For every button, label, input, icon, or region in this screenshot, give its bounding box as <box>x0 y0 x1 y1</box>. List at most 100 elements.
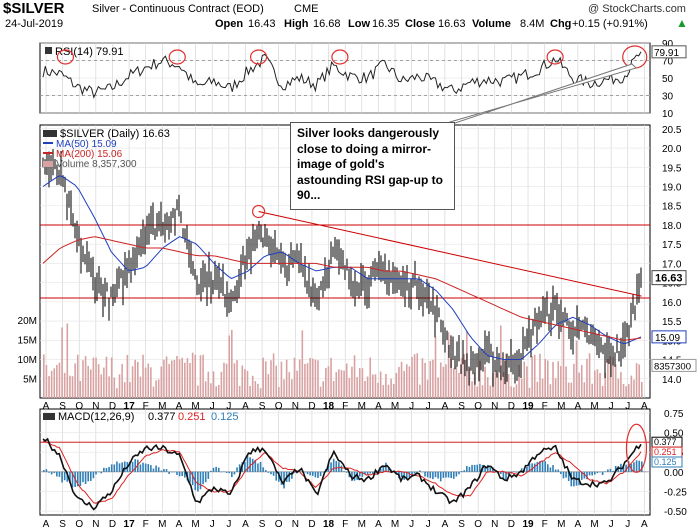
volume-bar <box>249 385 251 398</box>
macd-histogram-bar <box>66 471 69 482</box>
macd-histogram-bar <box>50 471 53 475</box>
macd-histogram-bar <box>207 471 210 479</box>
macd-histogram-bar <box>304 471 306 473</box>
volume-bar <box>275 365 278 398</box>
macd-histogram-bar <box>460 470 463 472</box>
macd-histogram-bar <box>505 471 507 481</box>
volume-bar <box>202 354 204 398</box>
macd-histogram-bar <box>400 471 403 478</box>
price-x-tick-label: M <box>590 401 598 412</box>
volume-bar <box>147 363 150 398</box>
macd-histogram-bar <box>361 471 364 477</box>
macd-histogram-bar <box>69 471 71 483</box>
price-x-tick-label: D <box>308 401 315 412</box>
macd-histogram-bar <box>53 471 56 474</box>
volume-bar <box>385 374 387 398</box>
macd-x-tick-label: A <box>242 519 249 530</box>
volume-bar <box>186 358 189 398</box>
macd-y-tick-label: 0.75 <box>664 409 684 420</box>
macd-x-tick-label: M <box>358 519 366 530</box>
volume-y-tick-label: 15M <box>18 336 37 347</box>
macd-histogram-bar <box>202 471 204 485</box>
macd-histogram-bar <box>635 460 638 472</box>
open-label: Open <box>215 18 244 30</box>
macd-x-tick-label: M <box>590 519 598 530</box>
signal-value-legend: 0.251 <box>178 411 206 423</box>
volume-bar <box>526 366 528 398</box>
volume-value: 8.4M <box>520 18 545 30</box>
volume-bar <box>194 354 197 398</box>
macd-histogram-bar <box>445 471 447 478</box>
macd-histogram-bar <box>541 461 544 472</box>
volume-bar <box>536 381 539 398</box>
macd-histogram-bar <box>520 468 523 472</box>
macd-histogram-bar <box>617 466 620 472</box>
volume-bar <box>593 370 596 398</box>
volume-bar <box>518 364 520 398</box>
volume-bar <box>43 354 45 398</box>
volume-bar <box>129 382 131 398</box>
volume-bar <box>142 354 144 398</box>
volume-bar <box>199 355 202 398</box>
price-value-box <box>651 270 687 286</box>
price-value-label: 16.63 <box>655 273 683 285</box>
macd-histogram-bar <box>121 462 123 472</box>
volume-bar <box>439 362 442 398</box>
macd-histogram-bar <box>254 459 257 472</box>
volume-bar <box>460 357 463 398</box>
volume-bar <box>137 361 139 398</box>
volume-bar <box>567 382 570 398</box>
volume-bar <box>110 357 113 398</box>
volume-bar <box>155 380 157 398</box>
macd-histogram-bar <box>546 464 549 472</box>
volume-bar <box>173 360 176 398</box>
volume-bar <box>131 366 134 398</box>
volume-bar <box>285 359 288 398</box>
volume-bar <box>92 357 95 398</box>
macd-histogram-bar <box>319 471 322 477</box>
macd-histogram-bar <box>71 471 74 488</box>
macd-y-tick-label: -0.50 <box>664 507 687 518</box>
rsi-y-tick-label: 10 <box>662 109 674 120</box>
volume-bar <box>97 364 100 398</box>
macd-x-tick-label: D <box>508 519 515 530</box>
macd-histogram-bar <box>45 469 48 472</box>
macd-histogram-bar <box>267 471 270 473</box>
macd-histogram-bar <box>552 465 554 472</box>
rsi-value-label: 79.91 <box>654 48 679 59</box>
ma50-value-label: 15.09 <box>655 333 680 344</box>
volume-bar <box>191 352 194 398</box>
volume-bar <box>510 386 513 398</box>
price-peak-circle <box>251 204 266 219</box>
volume-bar <box>74 363 76 398</box>
volume-bar <box>293 357 296 398</box>
price-trendline <box>258 211 642 297</box>
volume-bar <box>416 353 419 398</box>
macd-histogram-bar <box>134 459 136 472</box>
volume-bar <box>398 366 400 398</box>
volume-bar <box>486 377 489 398</box>
macd-x-tick-label: J <box>625 519 630 530</box>
rsi-y-tick-label: 50 <box>662 74 674 85</box>
close-value: 16.63 <box>438 18 466 30</box>
volume-bar <box>121 363 123 398</box>
volume-bar <box>458 372 460 398</box>
volume-bar <box>641 381 643 398</box>
high-value: 16.68 <box>313 18 341 30</box>
macd-histogram-bar <box>479 463 481 472</box>
volume-bar <box>607 359 609 398</box>
volume-bar <box>591 383 593 398</box>
volume-bar <box>366 376 369 398</box>
macd-x-tick-label: J <box>226 519 231 530</box>
macd-histogram-bar <box>131 461 134 472</box>
macd-histogram-bar <box>372 471 374 475</box>
price-x-tick-label: A <box>641 401 648 412</box>
macd-histogram-bar <box>178 471 181 477</box>
volume-bar <box>617 378 620 398</box>
volume-bar <box>638 364 640 398</box>
price-x-tick-label: O <box>275 401 283 412</box>
macd-histogram-bar <box>244 462 246 472</box>
macd-histogram-bar <box>382 466 385 472</box>
volume-bar <box>139 376 142 398</box>
volume-bar <box>520 378 523 398</box>
